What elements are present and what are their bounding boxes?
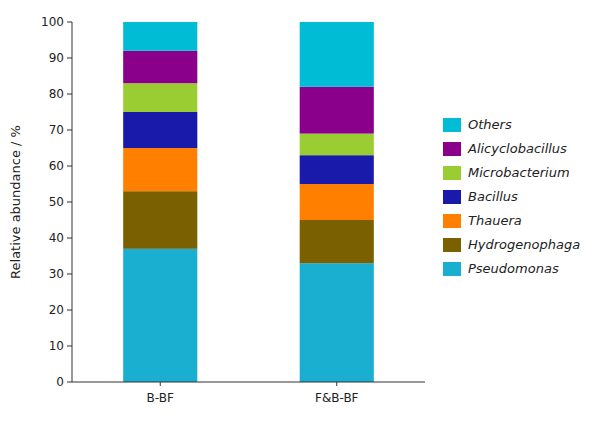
- x-tick: [160, 382, 161, 386]
- bar-segment: [300, 263, 374, 382]
- y-tick: [67, 130, 72, 131]
- y-tick-label: 0: [56, 375, 64, 389]
- x-axis-line: [72, 382, 425, 383]
- y-tick: [67, 202, 72, 203]
- y-tick-label: 20: [49, 303, 64, 317]
- y-tick: [67, 310, 72, 311]
- y-tick-label: 80: [49, 87, 64, 101]
- legend-swatch: [443, 118, 461, 132]
- y-tick: [67, 22, 72, 23]
- bar-segment: [123, 51, 197, 83]
- y-tick: [67, 346, 72, 347]
- bar-segment: [123, 249, 197, 382]
- y-tick: [67, 238, 72, 239]
- legend-swatch: [443, 166, 461, 180]
- y-tick-label: 30: [49, 267, 64, 281]
- legend-swatch: [443, 190, 461, 204]
- bar-segment: [300, 22, 374, 87]
- legend-label: Pseudomonas: [468, 261, 559, 276]
- bar-segment: [300, 184, 374, 220]
- y-tick-label: 70: [49, 123, 64, 137]
- legend: Others Alicyclobacillus Microbacterium Baci…: [443, 117, 580, 277]
- bar-segment: [300, 87, 374, 134]
- legend-swatch: [443, 142, 461, 156]
- x-tick-label: F&B-BF: [315, 391, 359, 405]
- bar-segment: [123, 148, 197, 191]
- bars: [123, 22, 374, 382]
- legend-swatch: [443, 214, 461, 228]
- legend-label: Microbacterium: [468, 165, 570, 180]
- x-axis: B-BF F&B-BF: [72, 382, 425, 405]
- y-tick: [67, 58, 72, 59]
- y-tick-label: 10: [49, 339, 64, 353]
- page: {"chart_data": {"type": "bar", "stacked"…: [0, 0, 600, 426]
- y-axis-label: Relative abundance / %: [8, 125, 23, 279]
- bar-segment: [300, 134, 374, 156]
- bar-segment: [123, 22, 197, 51]
- legend-swatch: [443, 262, 461, 276]
- y-tick-label: 50: [49, 195, 64, 209]
- y-tick-label: 40: [49, 231, 64, 245]
- y-axis: 0 10 20 30 40 50 60 70 80 90 100 Relative abundance…: [8, 15, 72, 389]
- legend-label: Bacillus: [468, 189, 518, 204]
- legend-label: Others: [468, 117, 512, 132]
- bar-segment: [300, 220, 374, 263]
- bar-segment: [300, 155, 374, 184]
- legend-label: Thauera: [468, 213, 522, 228]
- y-tick: [67, 166, 72, 167]
- x-tick: [336, 382, 337, 386]
- bar-segment: [123, 83, 197, 112]
- legend-label: Alicyclobacillus: [467, 141, 567, 156]
- bar-segment: [123, 191, 197, 249]
- y-tick: [67, 382, 72, 383]
- legend-swatch: [443, 238, 461, 252]
- bar-segment: [123, 112, 197, 148]
- chart-svg: 0 10 20 30 40 50 60 70 80 90 100 Relative abundance…: [0, 0, 600, 426]
- y-tick-label: 100: [41, 15, 64, 29]
- y-tick-label: 90: [49, 51, 64, 65]
- x-tick-label: B-BF: [147, 391, 174, 405]
- chart-container: 0 10 20 30 40 50 60 70 80 90 100 Relative abundance…: [0, 0, 600, 426]
- y-tick: [67, 94, 72, 95]
- y-tick-label: 60: [49, 159, 64, 173]
- y-tick: [67, 274, 72, 275]
- legend-label: Hydrogenophaga: [468, 237, 580, 252]
